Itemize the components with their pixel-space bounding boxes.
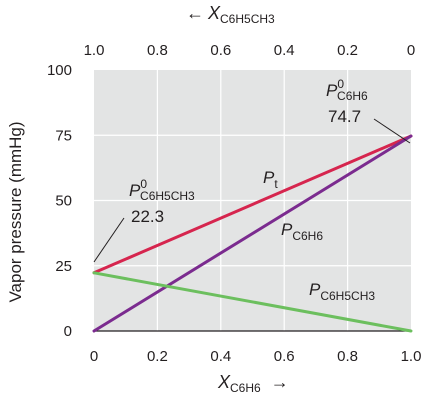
annotation-toluene-leader bbox=[93, 217, 125, 263]
x2-tick-label: 0.6 bbox=[210, 42, 231, 59]
grid-lines bbox=[94, 70, 411, 331]
y-tick-label: 50 bbox=[55, 193, 72, 210]
series-line-total bbox=[92, 134, 413, 275]
x-tick-label: 0.2 bbox=[147, 348, 168, 365]
annotation-benzene-leader bbox=[373, 118, 411, 144]
series-line-toluene bbox=[92, 271, 413, 333]
x2-tick-label: 0.4 bbox=[274, 42, 295, 59]
y-tick-label: 25 bbox=[55, 258, 72, 275]
x2-tick-label: 0.8 bbox=[147, 42, 168, 59]
x-tick-label: 0.8 bbox=[337, 348, 358, 365]
x2-tick-label: 0 bbox=[407, 42, 415, 59]
x-tick-label: 0.6 bbox=[274, 348, 295, 365]
x2-axis-label: ← XC6H5CH3 bbox=[186, 3, 275, 26]
series-label-benzene: PC6H6 bbox=[281, 220, 323, 243]
x-tick-label: 0.4 bbox=[210, 348, 231, 365]
series-line-benzene bbox=[92, 134, 413, 333]
x-axis-label: XC6H6 → bbox=[217, 372, 289, 395]
y-tick-label: 75 bbox=[55, 127, 72, 144]
y-tick-label: 0 bbox=[64, 323, 72, 340]
y-axis-label: Vapor pressure (mmHg) bbox=[6, 121, 25, 302]
x-tick-label: 0 bbox=[90, 348, 98, 365]
annotation-toluene-pure-value: 22.3 bbox=[131, 207, 164, 226]
tick-labels: 0 0.2 0.4 0.6 0.8 1.0 1.0 0.8 0.6 0.4 0.2 0 0 25 50 75 1… bbox=[47, 42, 421, 365]
x2-tick-label: 1.0 bbox=[84, 42, 105, 59]
annotation-benzene-pure-value: 74.7 bbox=[328, 107, 361, 126]
series-group bbox=[92, 134, 413, 333]
series-label-toluene: PC6H5CH3 bbox=[309, 280, 375, 303]
series-label-pt: Pt bbox=[263, 168, 278, 191]
annotation-toluene-pure-label: P0 C6H5CH3 bbox=[129, 177, 195, 203]
x-tick-label: 1.0 bbox=[401, 348, 422, 365]
x2-tick-label: 0.2 bbox=[337, 42, 358, 59]
annotation-benzene-pure-label: P0 C6H6 bbox=[326, 77, 368, 103]
y-tick-label: 100 bbox=[47, 62, 72, 79]
